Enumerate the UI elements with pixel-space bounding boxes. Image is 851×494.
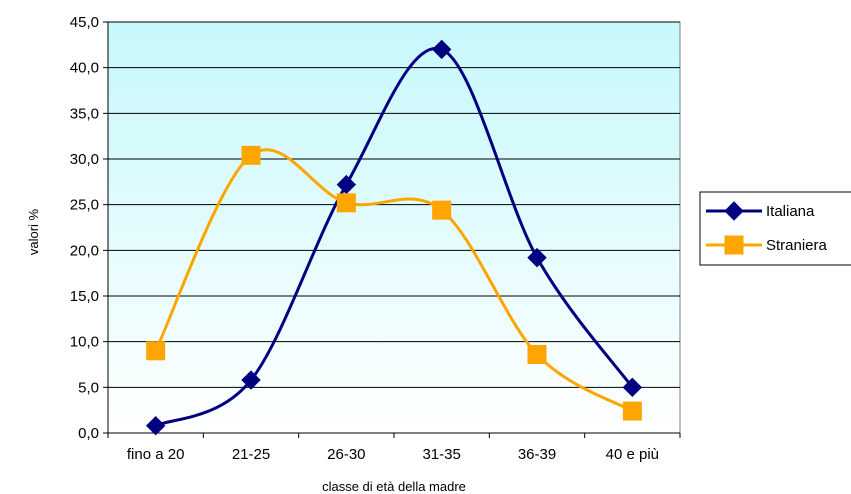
series-italiana: [145, 39, 643, 436]
axes: [103, 21, 681, 438]
data-point: [527, 247, 547, 268]
y-tick-label: 30,0: [70, 151, 99, 168]
y-tick-label: 5,0: [78, 379, 99, 396]
x-tick-label: 21-25: [232, 446, 270, 463]
data-point: [431, 39, 452, 60]
series-straniera: [146, 145, 642, 421]
series-layer: [145, 39, 643, 436]
data-point: [622, 401, 642, 421]
y-tick-label: 40,0: [70, 60, 99, 77]
data-point: [241, 145, 261, 165]
y-tick-label: 15,0: [70, 288, 99, 305]
y-tick-label: 20,0: [70, 242, 99, 259]
data-point: [146, 341, 166, 361]
legend-item: Italiana: [706, 201, 815, 221]
x-axis-title: classe di età della madre: [322, 479, 466, 494]
y-axis-title: valori %: [26, 208, 41, 255]
y-tick-label: 45,0: [70, 14, 99, 31]
y-tick-label: 0,0: [78, 425, 99, 442]
x-tick-label: 36-39: [518, 446, 556, 463]
plot-area: [107, 21, 681, 434]
data-point: [432, 200, 452, 220]
x-tick-label: 40 e più: [606, 446, 659, 463]
y-tick-label: 10,0: [70, 334, 99, 351]
x-tick-label: 31-35: [422, 446, 460, 463]
x-tick-label: 26-30: [327, 446, 365, 463]
legend-marker: [724, 201, 744, 221]
x-axis-ticks: fino a 20 21-25 26-30 31-35 36-39 40 e più: [127, 446, 659, 463]
legend-label: Straniera: [766, 237, 828, 254]
legend-item: Straniera: [706, 235, 828, 255]
legend-label: Italiana: [766, 203, 815, 220]
data-point: [622, 377, 643, 398]
data-point: [336, 193, 356, 213]
data-point: [527, 344, 547, 364]
y-axis-ticks: 0,0 5,0 10,0 15,0 20,0 25,0 30,0 35,0 40,0 45,0: [70, 14, 99, 442]
data-point: [241, 370, 261, 390]
y-tick-label: 25,0: [70, 197, 99, 214]
legend: Italiana Straniera: [699, 191, 851, 266]
gridlines: [108, 21, 680, 388]
legend-marker: [724, 235, 744, 255]
x-tick-label: fino a 20: [127, 446, 185, 463]
data-point: [145, 415, 166, 436]
y-tick-label: 35,0: [70, 105, 99, 122]
